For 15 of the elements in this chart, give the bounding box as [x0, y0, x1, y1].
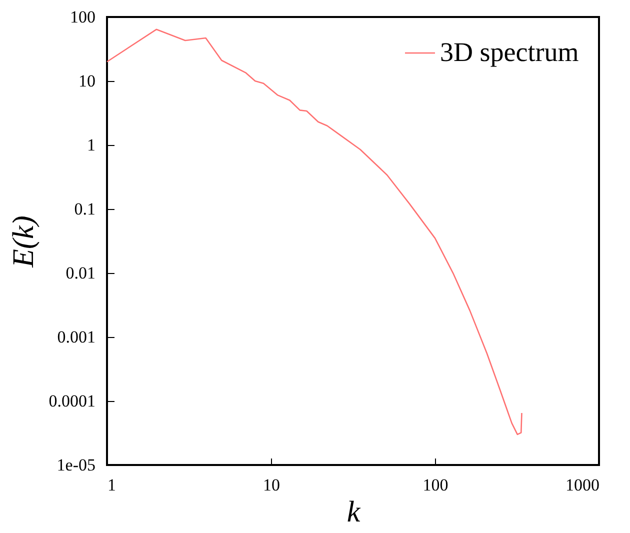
legend-label: 3D spectrum: [440, 37, 579, 67]
x-tick-label: 100: [422, 476, 448, 494]
y-tick-label: 1e-05: [56, 456, 96, 474]
x-tick-label: 1000: [566, 476, 600, 494]
y-tick-label: 0.1: [74, 200, 96, 218]
y-tick-label: 0.01: [66, 264, 96, 282]
x-tick-label: 1: [108, 476, 116, 494]
y-tick-label: 10: [78, 72, 96, 90]
y-tick-label: 100: [70, 8, 96, 26]
x-axis-title: k: [346, 496, 361, 528]
y-axis-title: E(k): [6, 216, 40, 268]
y-tick-label: 0.001: [57, 328, 96, 346]
y-tick-label: 1: [87, 136, 96, 154]
x-tick-label: 10: [263, 476, 280, 494]
y-tick-label: 0.0001: [48, 392, 96, 410]
